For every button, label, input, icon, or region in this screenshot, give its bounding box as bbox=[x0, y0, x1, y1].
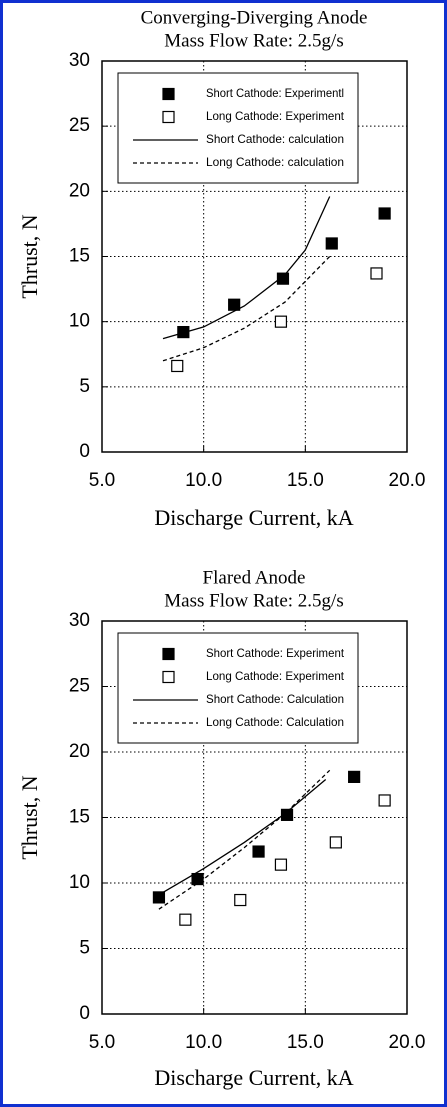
y-tick-label: 25 bbox=[69, 676, 90, 697]
x-axis-label: Discharge Current, kA bbox=[154, 1065, 353, 1090]
calc-line bbox=[158, 779, 327, 896]
y-tick-label: 30 bbox=[69, 50, 90, 71]
x-tick-label: 15.0 bbox=[287, 470, 324, 491]
data-point bbox=[152, 891, 166, 904]
legend-symbol bbox=[162, 670, 175, 684]
y-tick-label: 10 bbox=[69, 311, 90, 332]
y-tick-label: 0 bbox=[79, 441, 90, 462]
data-point bbox=[252, 845, 265, 858]
y-tick-label: 30 bbox=[69, 610, 90, 631]
x-tick-label: 15.0 bbox=[287, 1032, 324, 1053]
legend-label: Long Cathode: Experiment bbox=[206, 669, 345, 683]
data-point bbox=[191, 872, 204, 886]
y-tick-label: 10 bbox=[69, 872, 90, 893]
legend-label: Long Cathode: Experiment bbox=[206, 109, 345, 123]
legend-label: Short Cathode: Calculation bbox=[206, 692, 344, 706]
data-point bbox=[378, 794, 391, 807]
chart-subtitle: Mass Flow Rate: 2.5g/s bbox=[164, 590, 343, 611]
legend-symbol bbox=[162, 87, 175, 101]
calc-line bbox=[162, 256, 331, 362]
data-point bbox=[370, 267, 383, 280]
x-tick-label: 20.0 bbox=[389, 470, 426, 491]
data-point bbox=[171, 359, 184, 373]
chart-subtitle: Mass Flow Rate: 2.5g/s bbox=[164, 30, 343, 51]
legend-label: Long Cathode: calculation bbox=[206, 155, 344, 169]
y-tick-label: 5 bbox=[79, 376, 90, 397]
y-tick-label: 25 bbox=[69, 115, 90, 136]
data-point bbox=[329, 836, 342, 849]
data-point bbox=[234, 893, 247, 907]
y-tick-label: 15 bbox=[69, 807, 90, 828]
legend-box bbox=[117, 632, 359, 744]
y-tick-label: 5 bbox=[79, 938, 90, 959]
chart-title: Flared Anode bbox=[203, 567, 306, 588]
data-point bbox=[228, 298, 241, 311]
calc-line bbox=[162, 196, 331, 340]
y-tick-label: 20 bbox=[69, 180, 90, 201]
x-tick-label: 10.0 bbox=[185, 470, 222, 491]
legend-label: Short Cathode: Experiment bbox=[206, 646, 345, 660]
y-axis-label: Thrust, N bbox=[17, 775, 42, 859]
data-point bbox=[274, 315, 288, 328]
x-tick-label: 5.0 bbox=[89, 1032, 115, 1053]
x-tick-label: 5.0 bbox=[89, 470, 115, 491]
x-tick-label: 20.0 bbox=[389, 1032, 426, 1053]
legend-label: Long Cathode: Calculation bbox=[206, 715, 344, 729]
legend-symbol bbox=[162, 647, 175, 661]
data-point bbox=[276, 272, 290, 285]
chart-title: Converging-Diverging Anode bbox=[141, 7, 368, 28]
data-point bbox=[179, 913, 192, 926]
data-point bbox=[325, 237, 338, 250]
legend-symbol bbox=[162, 110, 175, 124]
plot-frame bbox=[101, 620, 408, 1015]
x-tick-label: 10.0 bbox=[185, 1032, 222, 1053]
data-point bbox=[280, 808, 294, 821]
legend-box bbox=[117, 72, 359, 184]
calc-line bbox=[158, 769, 331, 910]
legend-label: Short Cathode: Experimentl bbox=[206, 86, 344, 100]
y-axis-label: Thrust, N bbox=[17, 214, 42, 298]
data-point bbox=[378, 207, 391, 220]
y-tick-label: 15 bbox=[69, 246, 90, 267]
data-point bbox=[348, 770, 361, 783]
plot-frame bbox=[101, 60, 408, 453]
legend-label: Short Cathode: calculation bbox=[206, 132, 344, 146]
data-point bbox=[274, 858, 288, 871]
x-axis-label: Discharge Current, kA bbox=[154, 505, 353, 530]
y-tick-label: 20 bbox=[69, 741, 90, 762]
y-tick-label: 0 bbox=[79, 1003, 90, 1024]
